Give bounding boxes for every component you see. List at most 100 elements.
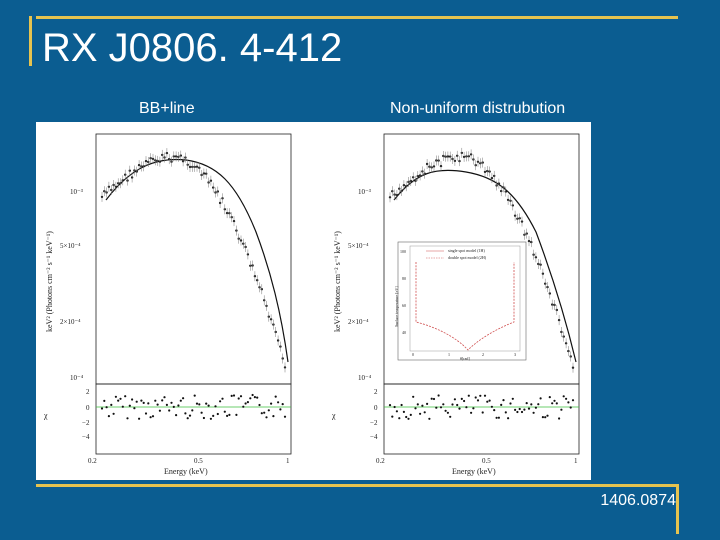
residual-point — [520, 410, 524, 414]
residual-point — [405, 415, 408, 419]
residual-point — [239, 395, 243, 398]
residual-point — [407, 417, 410, 420]
residual-point — [121, 405, 124, 408]
residual-point — [463, 399, 466, 403]
residual-point — [426, 402, 429, 405]
inset-ytick-1: 100 — [400, 249, 406, 254]
right-ytick-1: 10⁻³ — [358, 188, 371, 196]
residual-point — [147, 402, 150, 405]
left-ytick-3: 2×10⁻⁴ — [60, 318, 81, 326]
residual-point — [481, 411, 484, 414]
residual-point — [144, 412, 148, 415]
residual-point — [553, 399, 556, 402]
residual-point — [532, 411, 535, 414]
residual-point — [571, 399, 575, 402]
left-xtick-2: 0.5 — [194, 457, 203, 465]
residual-point — [514, 408, 517, 411]
inset-y-label: Surface temperature [eV] — [394, 286, 399, 327]
residual-point — [267, 409, 270, 412]
inset-ytick-2: 80 — [402, 276, 406, 281]
residual-point — [458, 407, 461, 410]
inset-legend-2: double spot model (2H) — [448, 255, 487, 260]
residual-point — [511, 397, 514, 400]
left-data-points — [100, 148, 287, 373]
residual-point — [414, 407, 417, 410]
paper-reference: 1406.0874 — [600, 492, 676, 509]
residual-point — [437, 394, 440, 397]
residual-point — [546, 414, 549, 417]
residual-point — [244, 402, 247, 405]
residual-point — [497, 416, 500, 419]
residual-point — [279, 408, 282, 411]
left-res-tick-1: 2 — [86, 388, 90, 396]
residual-point — [256, 396, 259, 399]
residual-point — [400, 403, 403, 407]
left-res-tick-3: −2 — [82, 419, 90, 427]
residual-point — [493, 409, 496, 412]
residual-point — [128, 404, 131, 407]
inset-xtick-1: 0 — [412, 352, 414, 357]
residual-point — [451, 403, 454, 406]
residual-point — [558, 417, 561, 420]
right-ytick-3: 2×10⁻⁴ — [348, 318, 369, 326]
residual-point — [281, 403, 284, 406]
residual-point — [156, 403, 159, 406]
residual-point — [207, 404, 210, 407]
residual-point — [412, 395, 415, 398]
slide-title: RX J0806. 4-412 — [42, 26, 343, 70]
residual-point — [530, 403, 533, 406]
residual-point — [214, 405, 217, 408]
residual-point — [525, 402, 528, 405]
inset-xtick-3: 2 — [482, 352, 484, 357]
residual-point — [100, 407, 104, 410]
residual-point — [179, 399, 182, 402]
residual-point — [523, 408, 526, 411]
right-data-points — [388, 147, 575, 373]
residual-point — [186, 417, 189, 420]
residual-point — [198, 403, 201, 406]
residual-point — [467, 394, 470, 397]
residual-point — [223, 410, 226, 413]
residual-point — [541, 416, 544, 419]
residual-point — [140, 399, 143, 402]
residual-point — [488, 399, 491, 402]
bottom-accent-rule-vertical — [676, 484, 679, 534]
residual-point — [135, 400, 138, 403]
residual-point — [246, 401, 249, 404]
residual-point — [209, 417, 212, 420]
inset-x-label: θ[rad] — [460, 356, 470, 361]
residual-point — [105, 406, 108, 409]
residual-point — [251, 393, 254, 397]
right-res-tick-2: 0 — [374, 404, 378, 412]
residual-point — [544, 416, 547, 419]
residual-point — [444, 409, 447, 412]
left-ytick-4: 10⁻⁴ — [70, 374, 84, 382]
right-res-tick-4: −4 — [370, 433, 378, 441]
residual-point — [184, 412, 187, 415]
residual-point — [430, 397, 433, 400]
right-spectrum-panel: 10⁻³ 5×10⁻⁴ 2×10⁻⁴ 10⁻⁴ keV² (Photons cm… — [331, 133, 580, 476]
residual-point — [193, 394, 196, 397]
temperature-inset: 100 80 60 40 Surface temperature [eV] si… — [394, 241, 527, 361]
right-x-axis-label: Energy (keV) — [452, 467, 496, 476]
left-residual-points — [100, 393, 287, 420]
residual-point — [232, 394, 236, 397]
residual-point — [277, 401, 280, 404]
residual-point — [562, 395, 565, 398]
residual-point — [107, 415, 110, 418]
residual-point — [258, 403, 261, 407]
left-panel-label: BB+line — [139, 100, 195, 117]
residual-point — [486, 400, 489, 403]
spectra-figure-svg: 10⁻³ 5×10⁻⁴ 2×10⁻⁴ 10⁻⁴ keV² (Photons cm… — [43, 133, 580, 476]
residual-point — [235, 413, 238, 416]
residual-point — [507, 417, 510, 420]
residual-point — [163, 396, 166, 399]
right-xtick-1: 0.2 — [376, 457, 385, 465]
residual-point — [126, 417, 129, 420]
top-accent-rule — [36, 16, 678, 19]
inset-frame — [397, 241, 527, 361]
left-xtick-3: 1 — [286, 457, 290, 465]
residual-point — [555, 402, 558, 405]
residual-point — [500, 403, 503, 406]
right-ytick-2: 5×10⁻⁴ — [348, 242, 369, 250]
